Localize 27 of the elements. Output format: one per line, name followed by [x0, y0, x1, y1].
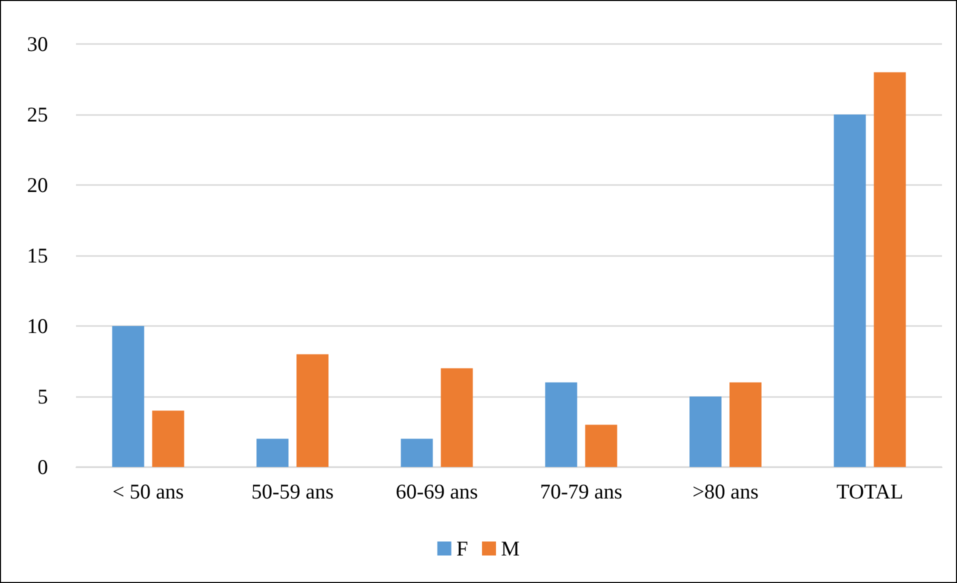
x-tick-label: < 50 ans [112, 480, 184, 504]
bar [585, 424, 618, 467]
bar [296, 354, 328, 467]
bar [730, 382, 762, 467]
x-tick-label: >80 ans [692, 480, 759, 504]
bar [690, 396, 722, 467]
y-tick-label: 15 [27, 244, 48, 268]
x-tick-label: 60-69 ans [396, 480, 478, 504]
y-tick-label: 5 [38, 384, 48, 408]
y-tick-label: 10 [27, 314, 48, 338]
x-tick-label: 50-59 ans [251, 480, 334, 504]
x-tick-label: 70-79 ans [540, 480, 622, 504]
y-tick-label: 20 [27, 173, 48, 197]
legend-label: M [501, 536, 520, 560]
bar [874, 72, 906, 467]
bar [152, 410, 184, 467]
bar [400, 438, 433, 467]
y-tick-label: 0 [38, 455, 48, 479]
y-tick-label: 30 [27, 32, 48, 56]
bar [256, 438, 288, 467]
bar [440, 368, 473, 467]
legend-label: F [456, 536, 468, 560]
bar [545, 382, 578, 467]
bar [834, 114, 866, 467]
bar [112, 326, 144, 467]
x-tick-label: TOTAL [836, 480, 904, 504]
y-tick-label: 25 [27, 102, 48, 126]
